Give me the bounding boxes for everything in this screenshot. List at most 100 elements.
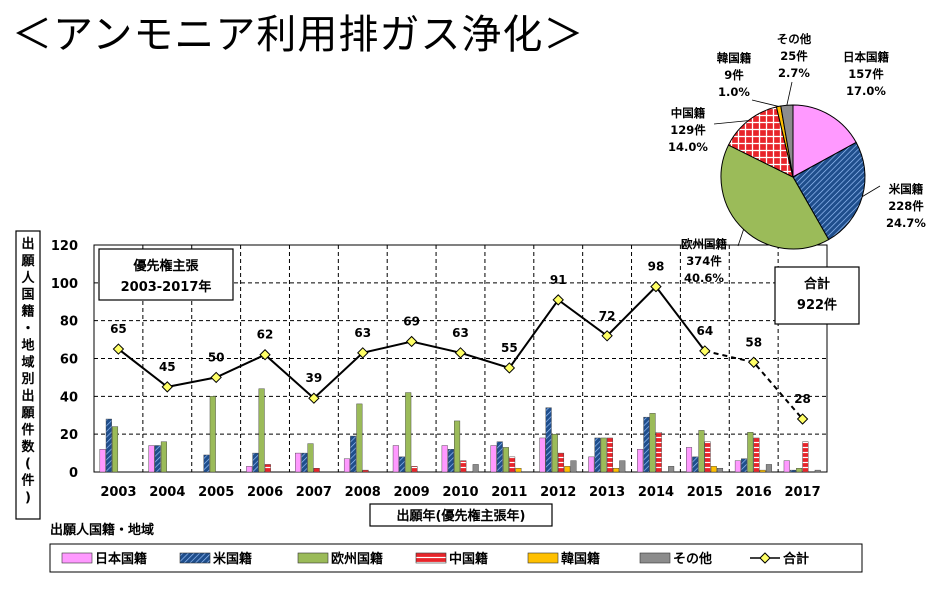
bar-日本国籍 — [246, 466, 253, 473]
bar-日本国籍 — [637, 449, 644, 473]
bar-米国籍 — [447, 449, 454, 473]
bar-欧州国籍 — [258, 388, 265, 473]
y-axis-title-char: ( — [25, 457, 31, 472]
y-axis-title-char: 地 — [21, 337, 34, 353]
bar-その他 — [570, 460, 577, 473]
total-data-label: 50 — [208, 350, 225, 364]
bar-欧州国籍 — [600, 437, 607, 473]
pie-leader-line — [737, 229, 744, 247]
total-data-label: 69 — [403, 314, 420, 328]
x-axis-title: 出願年(優先権主張年) — [369, 503, 553, 527]
y-axis-title-char: 出 — [21, 236, 34, 252]
bar-中国籍 — [460, 460, 467, 473]
pie-label-line: 228件 — [888, 199, 924, 213]
total-data-label: 55 — [501, 341, 518, 355]
bar-欧州国籍 — [796, 468, 803, 473]
x-tick-label: 2006 — [247, 485, 283, 500]
pie-slice-中国籍 — [727, 106, 794, 178]
pie-leader-line — [713, 120, 749, 125]
legend-label: 日本国籍 — [95, 551, 147, 567]
x-tick-label: 2015 — [687, 485, 723, 500]
bar-日本国籍 — [783, 460, 790, 473]
bar-中国籍 — [606, 437, 613, 473]
bar-米国籍 — [301, 452, 308, 473]
y-tick-label: 40 — [60, 390, 78, 405]
bar-中国籍 — [655, 432, 662, 473]
pie-leader-line — [786, 81, 793, 106]
legend-label: 中国籍 — [449, 551, 488, 567]
legend-title: 出願人国籍・地域 — [50, 522, 154, 538]
total-data-label: 64 — [696, 324, 713, 338]
x-tick-label: 2003 — [100, 485, 136, 500]
pie-label-line: 14.0% — [668, 140, 708, 154]
total-marker — [747, 356, 760, 368]
pie-total-value: 922件 — [797, 297, 837, 313]
bar-欧州国籍 — [502, 447, 509, 473]
x-tick-label: 2012 — [540, 485, 576, 500]
pie-total-label: 合計 — [804, 276, 830, 292]
total-marker — [650, 280, 662, 293]
x-tick-label: 2011 — [491, 485, 527, 500]
total-marker — [308, 392, 320, 404]
total-data-label: 98 — [648, 260, 665, 274]
bar-日本国籍 — [686, 447, 693, 473]
bar-日本国籍 — [295, 452, 302, 473]
legend-swatch-中国籍 — [415, 552, 447, 564]
pie-label-line: 欧州国籍 — [681, 237, 727, 251]
x-tick-label: 2007 — [296, 485, 332, 500]
legend-label: 米国籍 — [213, 551, 252, 567]
y-axis-title-char: 願 — [21, 254, 35, 269]
pie-label-line: 韓国籍 — [717, 51, 752, 65]
bar-日本国籍 — [148, 445, 155, 473]
legend-swatch-日本国籍 — [61, 552, 93, 564]
y-axis-title-char: 件 — [21, 422, 34, 438]
y-axis-title-char: ) — [25, 491, 31, 506]
bar-米国籍 — [203, 454, 210, 473]
x-tick-label: 2013 — [589, 485, 625, 500]
bar-その他 — [668, 466, 675, 473]
bar-米国籍 — [105, 418, 112, 473]
pie-label-line: 374件 — [686, 254, 722, 268]
bar-日本国籍 — [392, 445, 399, 473]
total-data-label: 39 — [306, 371, 323, 385]
legend-swatch-欧州国籍 — [297, 552, 329, 564]
legend-label: 合計 — [783, 551, 809, 567]
total-data-label: 58 — [745, 335, 762, 349]
total-data-label: 45 — [159, 360, 176, 374]
pie-label-line: 1.0% — [718, 85, 750, 99]
share-pie: 日本国籍 157件 17.0% 米国籍 228件 24.7% 欧州国籍 374件 40.6% 中国… — [668, 32, 926, 285]
legend-swatch-米国籍 — [179, 552, 211, 564]
bar-中国籍 — [753, 437, 760, 473]
y-axis-title-char: 別 — [20, 372, 34, 387]
pie-label-line: 米国籍 — [888, 182, 924, 196]
bar-日本国籍 — [734, 460, 741, 473]
y-axis-title-char: 出 — [21, 388, 34, 404]
bar-米国籍 — [643, 416, 650, 473]
total-data-label: 63 — [354, 326, 371, 340]
y-axis-title-char: 域 — [21, 354, 34, 370]
total-marker — [210, 371, 222, 384]
total-marker — [357, 347, 369, 359]
y-tick-label: 100 — [51, 277, 78, 292]
bar-その他 — [814, 469, 821, 473]
y-tick-label: 80 — [60, 315, 78, 330]
pie-slice-米国籍 — [792, 141, 866, 241]
pie-slice-日本国籍 — [792, 104, 857, 178]
legend-label: 韓国籍 — [561, 551, 600, 567]
bar-韓国籍 — [710, 466, 717, 473]
total-marker — [405, 335, 418, 348]
bar-米国籍 — [399, 456, 406, 473]
pie-leader-line — [862, 185, 881, 197]
total-data-label: 62 — [257, 328, 274, 342]
bar-欧州国籍 — [160, 441, 167, 473]
bar-中国籍 — [802, 441, 809, 473]
bar-中国籍 — [411, 466, 418, 473]
total-marker — [454, 347, 467, 359]
bar-欧州国籍 — [747, 432, 754, 473]
x-tick-label: 2014 — [638, 485, 674, 500]
bar-欧州国籍 — [649, 413, 656, 473]
x-tick-label: 2004 — [149, 485, 185, 500]
bar-日本国籍 — [343, 458, 350, 473]
pie-label-line: その他 — [777, 32, 812, 46]
bar-日本国籍 — [588, 456, 595, 473]
